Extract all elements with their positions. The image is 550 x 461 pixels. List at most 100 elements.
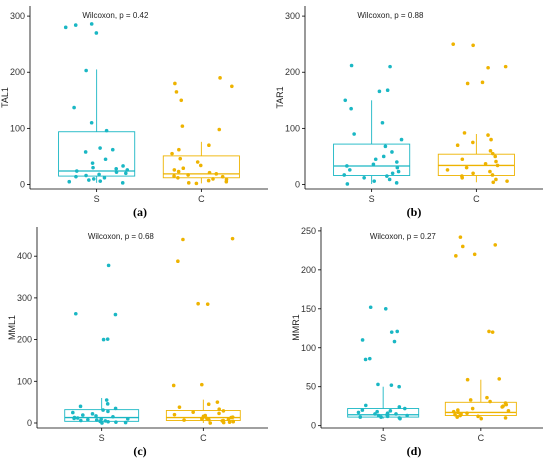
data-point: [389, 383, 394, 387]
y-tick-label: 200: [285, 67, 300, 77]
data-point: [394, 412, 398, 416]
data-point: [176, 175, 180, 180]
data-point: [94, 414, 98, 418]
wilcoxon-annotation: Wilcoxon, p = 0.42: [82, 11, 149, 20]
data-point: [87, 178, 91, 182]
data-point: [89, 120, 94, 125]
data-point: [402, 406, 407, 411]
data-point: [503, 64, 508, 69]
data-point: [395, 329, 400, 334]
data-point: [72, 105, 76, 110]
x-tick-label: S: [380, 433, 386, 443]
data-point: [497, 377, 502, 381]
data-point: [84, 173, 88, 178]
data-point: [343, 98, 348, 103]
data-point: [488, 149, 493, 153]
data-point: [373, 412, 377, 416]
data-point: [207, 170, 212, 175]
data-point: [491, 180, 496, 185]
data-point: [73, 23, 78, 27]
data-point: [90, 412, 95, 416]
data-point: [465, 81, 470, 86]
y-tick-label: 100: [17, 376, 32, 386]
data-point: [98, 146, 102, 150]
data-point: [124, 171, 128, 176]
data-point: [63, 25, 68, 30]
y-tick-label: 300: [17, 293, 32, 303]
y-tick-label: 0: [20, 180, 25, 190]
data-point: [221, 409, 226, 413]
data-point: [111, 414, 115, 419]
data-point: [113, 312, 118, 317]
y-tick-label: 0: [295, 180, 300, 190]
data-point: [396, 169, 401, 174]
data-point: [476, 414, 480, 419]
panel-label: (d): [407, 444, 422, 458]
data-point: [480, 80, 485, 85]
data-point: [104, 398, 109, 402]
data-point: [397, 405, 402, 409]
y-tick-label: 200: [17, 335, 32, 345]
data-point: [121, 164, 125, 168]
data-point: [471, 43, 475, 48]
data-point: [67, 179, 72, 184]
y-tick-label: 0: [27, 418, 32, 428]
data-point: [91, 177, 96, 181]
data-point: [211, 177, 215, 181]
y-tick-label: 50: [306, 382, 316, 392]
data-point: [493, 154, 498, 159]
y-tick-label: 100: [285, 123, 300, 133]
data-point: [217, 407, 221, 412]
data-point: [181, 166, 186, 171]
y-axis-label: MML1: [7, 315, 17, 340]
data-point: [123, 420, 128, 425]
data-point: [106, 263, 111, 268]
data-point: [451, 42, 456, 46]
data-point: [360, 338, 365, 342]
x-tick-label: S: [99, 433, 105, 443]
data-point: [94, 418, 99, 422]
y-tick-label: 200: [10, 67, 25, 77]
data-point: [388, 64, 392, 69]
data-point: [487, 329, 491, 334]
data-point: [74, 174, 78, 179]
data-point: [75, 416, 80, 420]
data-point: [72, 415, 77, 420]
data-point: [172, 168, 177, 172]
data-point: [385, 411, 390, 415]
data-point: [394, 181, 399, 185]
x-tick-label: C: [478, 433, 485, 443]
data-point: [110, 147, 115, 152]
data-point: [368, 305, 373, 310]
y-tick-label: 300: [285, 11, 300, 21]
data-point: [380, 120, 385, 125]
data-point: [362, 175, 366, 180]
data-point: [173, 81, 177, 86]
data-point: [488, 399, 492, 404]
data-point: [217, 127, 222, 132]
data-point: [395, 165, 400, 170]
data-point: [383, 144, 388, 149]
data-point: [230, 84, 234, 89]
box-S: [58, 131, 136, 177]
data-point: [472, 252, 477, 257]
data-point: [174, 90, 179, 94]
data-point: [388, 409, 393, 413]
data-point: [71, 410, 75, 415]
data-point: [83, 150, 88, 154]
data-point: [493, 243, 498, 247]
data-point: [99, 417, 103, 422]
data-point: [390, 171, 395, 176]
y-tick-label: 300: [10, 11, 25, 21]
box-C: [444, 401, 517, 416]
data-point: [363, 403, 368, 408]
data-point: [383, 307, 388, 311]
data-point: [114, 166, 118, 171]
data-point: [186, 173, 190, 177]
data-point: [170, 151, 174, 156]
y-tick-label: 100: [301, 343, 316, 353]
data-point: [101, 337, 106, 342]
data-point: [460, 157, 465, 162]
data-point: [196, 301, 200, 306]
